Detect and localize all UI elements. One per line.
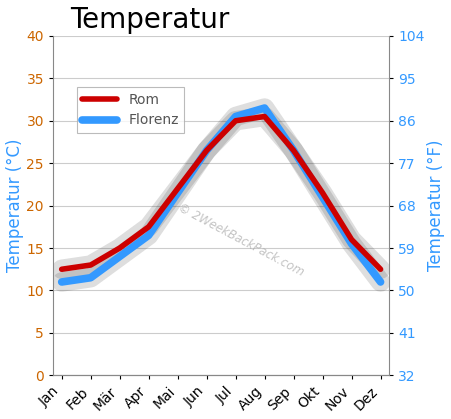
Florenz bbox=[117, 254, 122, 259]
Florenz bbox=[146, 233, 152, 238]
Line: Florenz: Florenz bbox=[62, 108, 381, 282]
Rom bbox=[59, 267, 64, 272]
Y-axis label: Temperatur (°C): Temperatur (°C) bbox=[5, 139, 23, 272]
Florenz bbox=[262, 106, 267, 111]
Florenz bbox=[204, 148, 209, 153]
Florenz bbox=[233, 114, 238, 119]
Legend: Rom, Florenz: Rom, Florenz bbox=[77, 87, 184, 133]
Florenz bbox=[320, 194, 325, 199]
Line: Rom: Rom bbox=[62, 116, 381, 269]
Florenz bbox=[291, 148, 296, 153]
Florenz bbox=[88, 275, 93, 280]
Florenz bbox=[59, 279, 64, 285]
Florenz bbox=[175, 190, 180, 195]
Rom bbox=[204, 148, 209, 153]
Rom bbox=[349, 237, 354, 242]
Rom bbox=[146, 224, 152, 229]
Rom bbox=[320, 190, 325, 195]
Y-axis label: Temperatur (°F): Temperatur (°F) bbox=[428, 140, 446, 272]
Rom bbox=[117, 246, 122, 251]
Rom bbox=[233, 118, 238, 123]
Rom bbox=[291, 148, 296, 153]
Rom bbox=[175, 186, 180, 191]
Rom bbox=[262, 114, 267, 119]
Rom bbox=[378, 267, 383, 272]
Rom bbox=[88, 262, 93, 267]
Text: © 2WeekBackPack.com: © 2WeekBackPack.com bbox=[176, 201, 307, 278]
Florenz bbox=[378, 279, 383, 285]
Florenz bbox=[349, 241, 354, 246]
Text: Temperatur: Temperatur bbox=[70, 5, 229, 34]
